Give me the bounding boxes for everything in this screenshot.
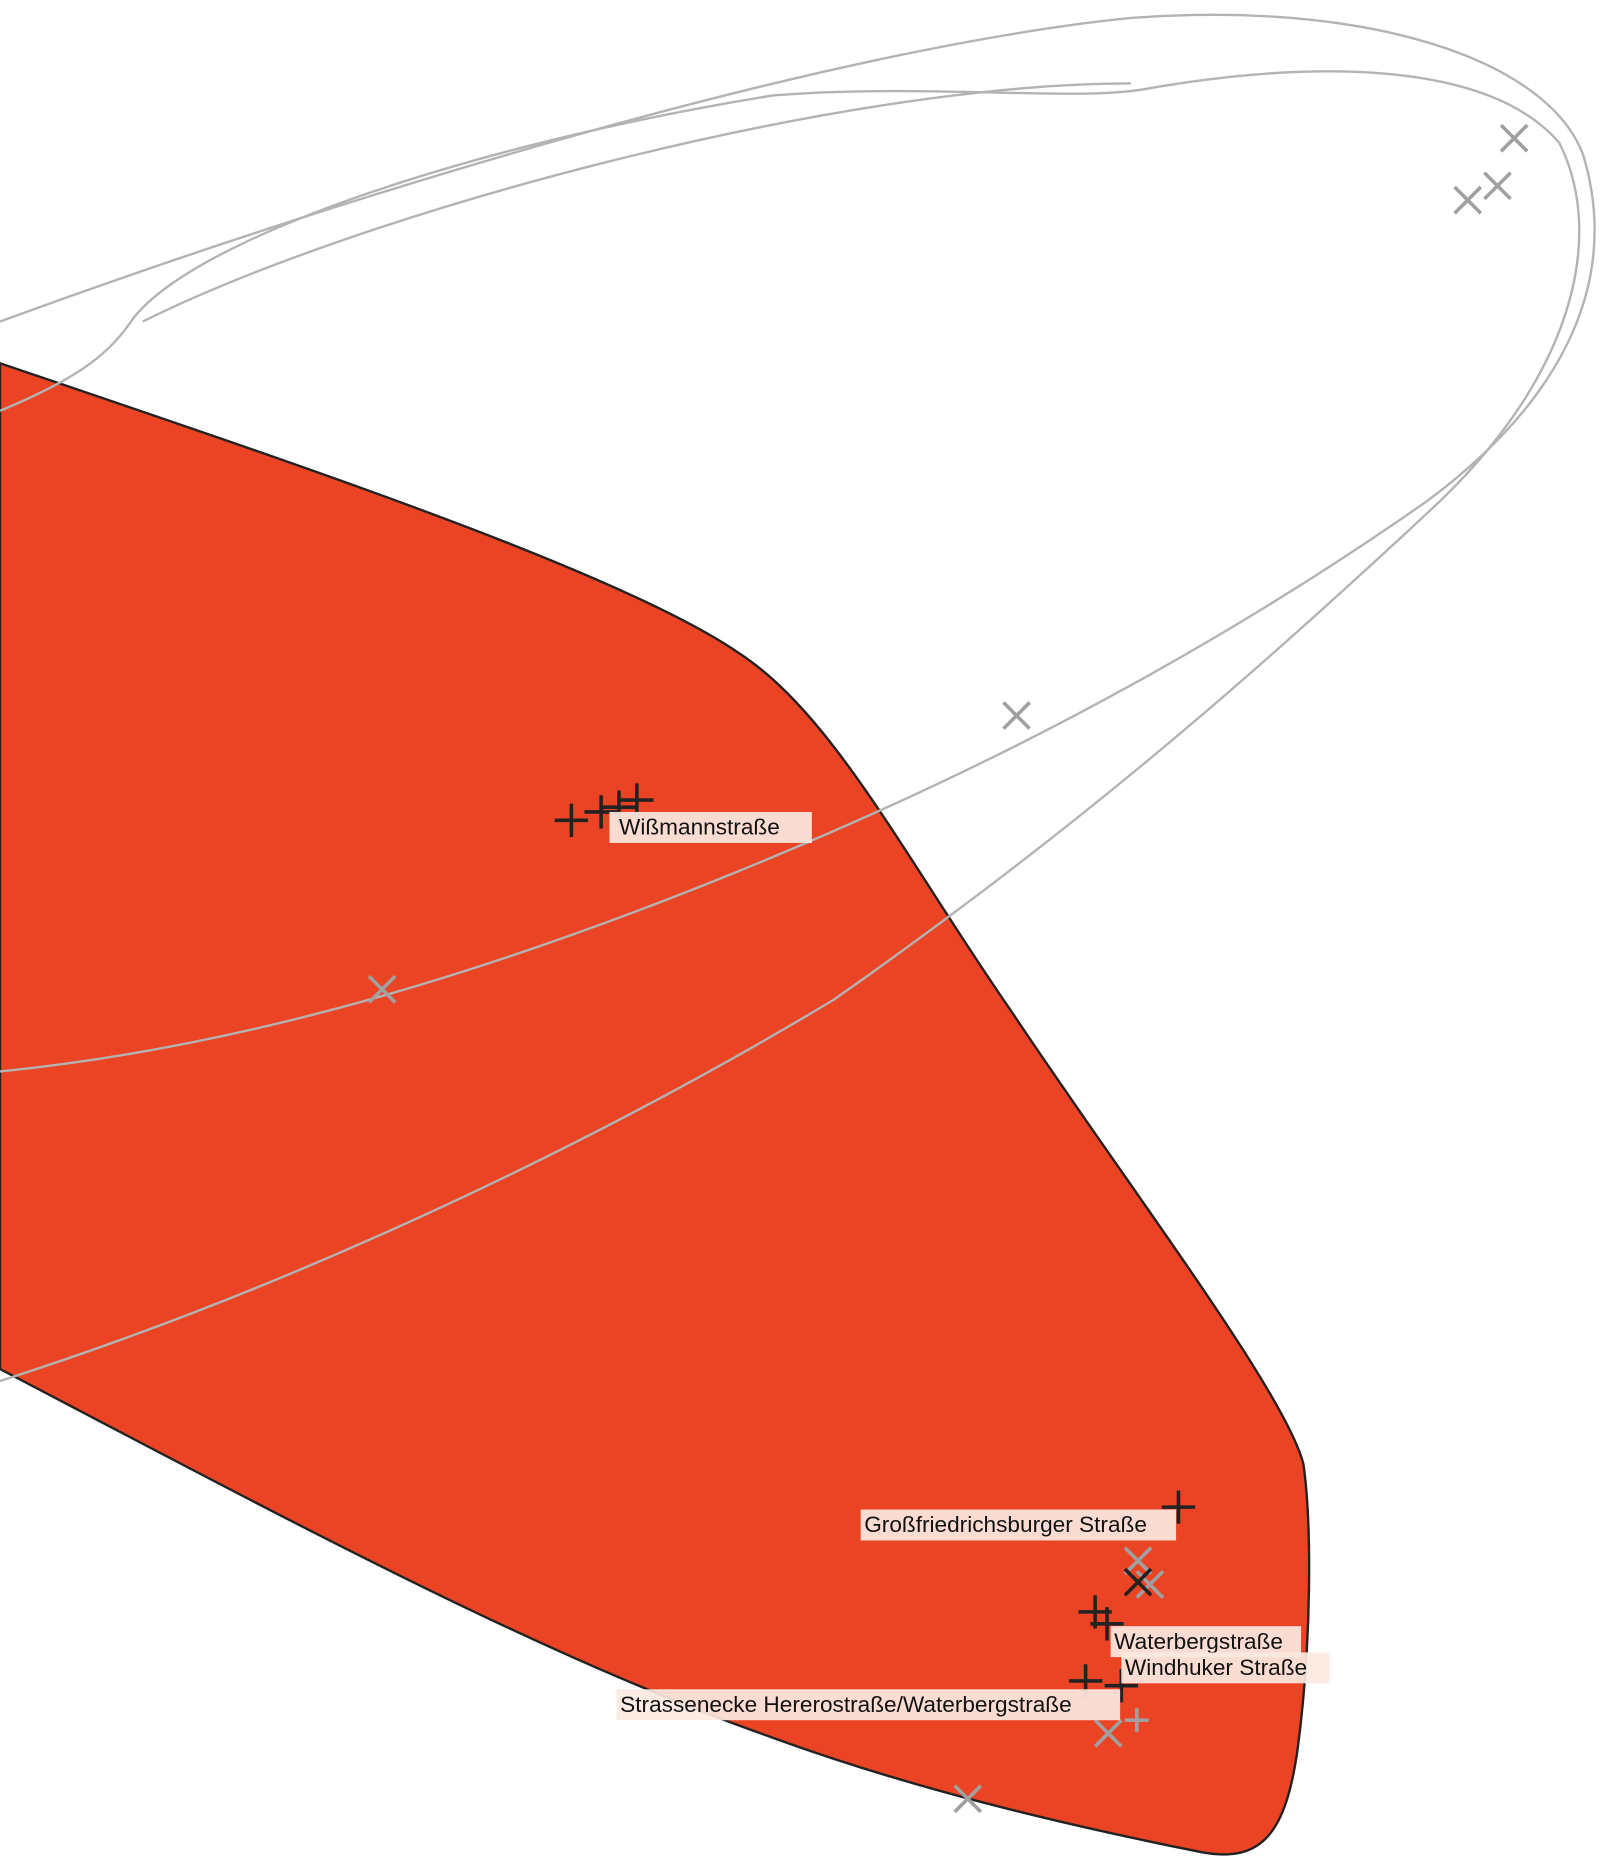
outline-inner [0,70,1581,1383]
label-bg [1110,1626,1302,1658]
label-bg [616,1689,1121,1721]
gray-markers [367,123,1529,1814]
outline-outer [0,13,1596,1073]
label: Windhuker Straße [1125,1655,1307,1680]
label: Großfriedrichsburger Straße [864,1512,1147,1537]
black-markers [554,783,1196,1703]
outline-arc [142,82,1131,323]
label: Strassenecke Hererostraße/Waterbergstraß… [620,1692,1072,1717]
label: Wißmannstraße [619,815,780,840]
label-bg [1121,1652,1330,1684]
label-bg [609,811,812,843]
label: Waterbergstraße [1114,1629,1283,1654]
label-bg [860,1509,1177,1541]
